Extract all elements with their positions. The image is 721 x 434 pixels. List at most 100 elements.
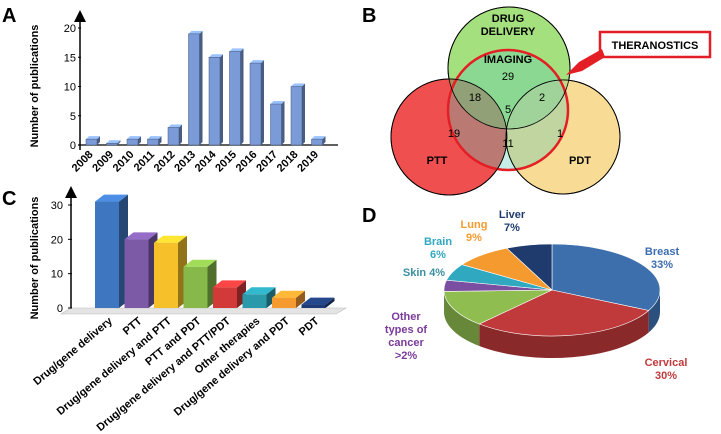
venn-overlap-drug-pdt — [506, 80, 570, 129]
chart-a-xtick-label: 2018 — [275, 149, 301, 175]
panel-label-c: C — [2, 188, 16, 210]
venn-ptt-outline — [390, 78, 508, 196]
pie-slices — [443, 243, 661, 337]
chart-a-xtick-label: 2008 — [70, 149, 96, 175]
chart-a-xtick-label: 2009 — [90, 149, 116, 175]
pie-label-lung: Lung — [461, 219, 488, 231]
chart-a-xtick-label: 2019 — [295, 149, 321, 175]
pie-label-cervical: Cervical — [645, 357, 688, 369]
chart-c-yticks: 0 10 20 30 — [51, 200, 72, 315]
pie-slice — [443, 289, 553, 325]
chart-a-ytick-label: 20 — [64, 23, 76, 35]
venn-theranostics-circle — [446, 48, 570, 172]
chart-a-bar — [208, 54, 223, 146]
chart-c-bar — [124, 232, 158, 308]
chart-a-bar — [106, 140, 121, 146]
pie-slice — [478, 289, 650, 337]
chart-a-bar — [290, 83, 305, 146]
chart-c-bar — [301, 297, 335, 308]
chart-a-bar — [249, 60, 264, 146]
chart-a: Number of publications 0 5 10 15 20 20082009… — [29, 10, 338, 174]
theranostics-box — [598, 30, 712, 59]
chart-a-xtick-label: 2013 — [172, 149, 198, 175]
chart-c-ylabel: Number of publications — [29, 197, 41, 320]
venn-drug-outline — [447, 6, 571, 130]
pie-label-other-3: cancer — [388, 337, 424, 349]
chart-a-ytick-label: 5 — [70, 111, 76, 123]
chart-a-bar — [311, 136, 326, 146]
chart-a-bar — [167, 124, 182, 146]
chart-a-xtick-label: 2011 — [132, 149, 157, 174]
venn-value-all: 5 — [505, 104, 511, 116]
venn-label-ptt: PTT — [427, 155, 448, 167]
venn-diagram: DRUG DELIVERY IMAGING 29 18 2 5 19 11 1 … — [390, 6, 712, 196]
pie-percent-lung: 9% — [466, 232, 482, 244]
chart-c-bars — [95, 194, 335, 308]
chart-c-xtick-label: PDT — [297, 315, 322, 339]
venn-value-imaging-ptt: 18 — [469, 92, 481, 104]
chart-a-ytick-label: 15 — [64, 52, 76, 64]
chart-c-ytick-label: 20 — [51, 234, 63, 246]
pie-percent-brain: 6% — [430, 249, 446, 261]
chart-c-ytick-label: 10 — [51, 269, 63, 281]
pie-label-other-2: types of — [385, 324, 428, 336]
chart-c-bar — [213, 280, 246, 308]
chart-a-bar — [85, 136, 100, 146]
venn-value-pdt-only: 1 — [557, 128, 563, 140]
venn-label-imaging: IMAGING — [484, 54, 532, 66]
pie-percent-breast: 33% — [651, 259, 673, 271]
chart-c-bar — [183, 259, 217, 308]
pie-label-other-1: Other — [391, 311, 421, 323]
pie-side-wall — [479, 310, 649, 358]
chart-c-xtick-label: Drug/gene delivery and PTT — [55, 315, 174, 418]
chart-a-xtick-label: 2010 — [111, 149, 137, 175]
pie-percent-liver: 7% — [504, 222, 520, 234]
chart-a-bar — [229, 48, 244, 146]
chart-c-bar — [95, 194, 128, 308]
venn-value-ptt-only: 19 — [448, 128, 460, 140]
chart-a-bar — [147, 136, 162, 146]
venn-label-drug-delivery-line1: DRUG — [492, 13, 524, 25]
pie-chart: Breast 33% Cervical 30% Other types of c… — [385, 209, 688, 382]
panel-label-b: B — [362, 5, 376, 27]
pie-slice — [506, 243, 553, 291]
pie-percent-other: >2% — [395, 350, 418, 362]
venn-value-imaging-only: 29 — [502, 71, 514, 83]
chart-a-bar — [126, 136, 141, 146]
chart-a-xtick-label: 2012 — [152, 149, 178, 175]
chart-a-bar — [188, 30, 203, 146]
venn-value-imaging-pdt: 2 — [539, 92, 545, 104]
venn-label-drug-delivery-line2: DELIVERY — [481, 26, 536, 38]
pie-label-brain: Brain — [424, 236, 452, 248]
panel-label-a: A — [2, 5, 16, 27]
chart-c-ytick-label: 30 — [51, 200, 63, 212]
chart-a-xticks: 2008200920102011201220132014201520162017… — [70, 148, 321, 174]
chart-a-xtick-label: 2016 — [234, 149, 260, 175]
venn-label-pdt: PDT — [569, 155, 591, 167]
chart-a-bars — [85, 30, 326, 146]
chart-c-ytick-label: 0 — [57, 303, 63, 315]
pie-label-skin: Skin 4% — [403, 267, 445, 279]
chart-a-ytick-label: 10 — [64, 82, 76, 94]
chart-a-xtick-label: 2015 — [213, 149, 239, 175]
chart-c-floor — [59, 307, 348, 315]
venn-value-ptt-pdt: 11 — [502, 138, 513, 150]
pie-slice — [551, 243, 661, 311]
chart-a-bar — [270, 101, 285, 146]
venn-pdt-outline — [505, 79, 621, 195]
chart-a-ylabel: Number of publications — [29, 25, 41, 148]
chart-c-bar — [154, 235, 187, 308]
chart-a-ytick-label: 0 — [70, 140, 76, 152]
panel-label-d: D — [362, 205, 376, 227]
pie-percent-cervical: 30% — [655, 370, 677, 382]
pie-side-wall — [444, 291, 480, 346]
chart-a-yticks: 0 5 10 15 20 — [64, 23, 81, 152]
venn-overlap-ptt-drug — [448, 79, 507, 129]
chart-c: Number of publications 0 10 20 30 Drug/gene… — [29, 186, 348, 434]
chart-c-bar — [242, 287, 276, 308]
chart-c-bar — [272, 290, 305, 308]
chart-a-xtick-label: 2017 — [254, 149, 280, 175]
chart-c-xtick-label: PTT — [121, 315, 145, 338]
